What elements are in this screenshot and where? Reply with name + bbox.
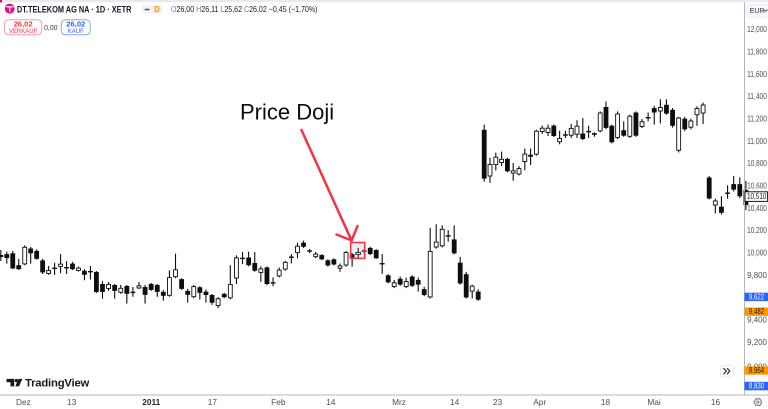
svg-text:D: D — [154, 5, 160, 14]
svg-text:DT.TELEKOM AG NA · 1D · XETR: DT.TELEKOM AG NA · 1D · XETR — [17, 4, 132, 14]
svg-text:11,000: 11,000 — [747, 136, 767, 146]
svg-text:10,200: 10,200 — [747, 225, 767, 235]
svg-text:10,510: 10,510 — [747, 191, 767, 201]
svg-text:26,02: 26,02 — [66, 20, 85, 29]
svg-text:8,830: 8,830 — [749, 381, 764, 391]
svg-text:10,400: 10,400 — [747, 203, 767, 213]
svg-text:O26,00 H26,11 L25,62 C26,02 −0: O26,00 H26,11 L25,62 C26,02 −0,45 (−1,70… — [171, 4, 318, 14]
svg-text:Dez: Dez — [16, 397, 31, 407]
svg-text:TradingView: TradingView — [25, 378, 90, 390]
svg-text:11,200: 11,200 — [747, 114, 767, 124]
svg-text:10,600: 10,600 — [747, 181, 767, 191]
svg-text:13: 13 — [67, 397, 77, 407]
svg-text:Price Doji: Price Doji — [240, 100, 334, 125]
svg-text:26,02: 26,02 — [14, 20, 33, 29]
svg-text:0,00: 0,00 — [44, 25, 58, 32]
svg-text:11,600: 11,600 — [747, 69, 767, 79]
svg-text:Apr: Apr — [533, 397, 546, 407]
svg-text:11,800: 11,800 — [747, 47, 767, 57]
svg-text:9,482: 9,482 — [749, 306, 764, 316]
svg-text:18: 18 — [601, 397, 611, 407]
svg-text:10,800: 10,800 — [747, 158, 767, 168]
svg-text:11,400: 11,400 — [747, 91, 767, 101]
svg-text:9,622: 9,622 — [749, 291, 764, 301]
svg-text:Feb: Feb — [271, 397, 286, 407]
svg-text:8,964: 8,964 — [749, 365, 764, 375]
svg-text:KAUF: KAUF — [68, 29, 84, 35]
svg-text:VERKAUF: VERKAUF — [9, 29, 38, 35]
svg-text:Mrz: Mrz — [392, 397, 406, 407]
svg-text:12,000: 12,000 — [747, 24, 767, 34]
svg-text:23: 23 — [493, 397, 503, 407]
svg-text:10,000: 10,000 — [747, 248, 767, 258]
svg-text:EUR: EUR — [750, 8, 765, 15]
svg-text:14: 14 — [450, 397, 460, 407]
svg-text:16: 16 — [711, 397, 721, 407]
svg-text:9,800: 9,800 — [747, 270, 767, 280]
svg-text:14: 14 — [326, 397, 336, 407]
svg-text:17: 17 — [208, 397, 218, 407]
svg-text:9,200: 9,200 — [747, 337, 767, 347]
svg-text:Mai: Mai — [647, 397, 661, 407]
svg-text:2011: 2011 — [142, 397, 160, 407]
svg-text:9,400: 9,400 — [747, 315, 767, 325]
